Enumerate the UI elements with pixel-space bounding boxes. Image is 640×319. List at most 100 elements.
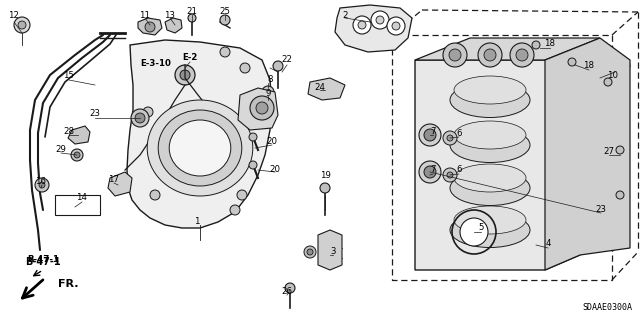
Text: 3: 3 [330, 248, 336, 256]
Text: 6: 6 [456, 129, 461, 137]
Text: 20: 20 [266, 137, 278, 145]
Circle shape [131, 109, 149, 127]
Text: 14: 14 [77, 194, 88, 203]
Circle shape [135, 113, 145, 123]
Circle shape [250, 96, 274, 120]
Circle shape [443, 43, 467, 67]
Ellipse shape [450, 212, 530, 248]
Text: 8: 8 [268, 76, 273, 85]
Circle shape [320, 183, 330, 193]
Circle shape [532, 41, 540, 49]
Polygon shape [127, 40, 272, 228]
Circle shape [510, 43, 534, 67]
Text: 20: 20 [269, 165, 280, 174]
Circle shape [387, 17, 405, 35]
Circle shape [371, 11, 389, 29]
Circle shape [443, 131, 457, 145]
Polygon shape [415, 60, 580, 270]
Text: 1: 1 [195, 218, 200, 226]
Circle shape [237, 190, 247, 200]
Text: 28: 28 [63, 127, 74, 136]
Circle shape [143, 107, 153, 117]
Text: 9: 9 [266, 90, 271, 99]
Text: 26: 26 [282, 286, 292, 295]
Circle shape [145, 22, 155, 32]
Ellipse shape [454, 76, 526, 104]
Ellipse shape [158, 110, 242, 186]
Circle shape [74, 152, 80, 158]
Text: 24: 24 [314, 84, 326, 93]
Text: 4: 4 [545, 239, 551, 248]
Text: 23: 23 [595, 204, 607, 213]
Circle shape [262, 86, 274, 98]
Text: B-47-1: B-47-1 [27, 255, 59, 263]
Ellipse shape [450, 83, 530, 117]
Ellipse shape [169, 120, 231, 176]
Polygon shape [138, 18, 162, 35]
Text: 25: 25 [220, 8, 230, 17]
Circle shape [424, 166, 436, 178]
Text: 7: 7 [430, 166, 436, 174]
Circle shape [71, 149, 83, 161]
Text: 7: 7 [430, 127, 436, 136]
Polygon shape [415, 38, 600, 60]
Text: FR.: FR. [58, 279, 79, 289]
Polygon shape [308, 78, 345, 100]
Circle shape [240, 63, 250, 73]
Text: 22: 22 [282, 56, 292, 64]
Circle shape [443, 168, 457, 182]
Text: 5: 5 [478, 224, 484, 233]
Text: 19: 19 [319, 170, 330, 180]
Polygon shape [600, 58, 630, 80]
Circle shape [256, 102, 268, 114]
Circle shape [14, 17, 30, 33]
Text: 10: 10 [607, 70, 618, 79]
Text: 23: 23 [90, 109, 100, 118]
Text: 12: 12 [8, 11, 19, 19]
Circle shape [249, 161, 257, 169]
Circle shape [273, 61, 283, 71]
Text: 15: 15 [63, 70, 74, 79]
Circle shape [604, 78, 612, 86]
Circle shape [616, 146, 624, 154]
Text: 27: 27 [604, 146, 614, 155]
Text: 13: 13 [164, 11, 175, 19]
Circle shape [376, 16, 384, 24]
Text: 17: 17 [109, 174, 120, 183]
Polygon shape [68, 126, 90, 144]
Text: 18: 18 [584, 62, 595, 70]
Circle shape [304, 246, 316, 258]
Text: 16: 16 [35, 176, 47, 186]
Circle shape [460, 218, 488, 246]
Circle shape [392, 22, 400, 30]
Ellipse shape [450, 170, 530, 205]
Text: E-3-10: E-3-10 [141, 58, 172, 68]
Circle shape [353, 16, 371, 34]
Text: 29: 29 [56, 145, 67, 154]
Circle shape [568, 58, 576, 66]
Circle shape [516, 49, 528, 61]
Polygon shape [165, 18, 182, 33]
Circle shape [220, 47, 230, 57]
Circle shape [419, 161, 441, 183]
Circle shape [35, 178, 49, 192]
Text: 18: 18 [545, 40, 556, 48]
Circle shape [419, 124, 441, 146]
Circle shape [175, 65, 195, 85]
Ellipse shape [454, 206, 526, 234]
Text: E-2: E-2 [182, 53, 198, 62]
Text: 2: 2 [342, 11, 348, 19]
Circle shape [220, 15, 230, 25]
Circle shape [188, 14, 196, 22]
Circle shape [424, 129, 436, 141]
Text: 6: 6 [456, 166, 461, 174]
Ellipse shape [454, 121, 526, 149]
Circle shape [447, 135, 453, 141]
Text: B-47-1: B-47-1 [25, 257, 61, 267]
Circle shape [616, 191, 624, 199]
Circle shape [484, 49, 496, 61]
Circle shape [180, 70, 190, 80]
Circle shape [285, 283, 295, 293]
Circle shape [230, 205, 240, 215]
Circle shape [478, 43, 502, 67]
